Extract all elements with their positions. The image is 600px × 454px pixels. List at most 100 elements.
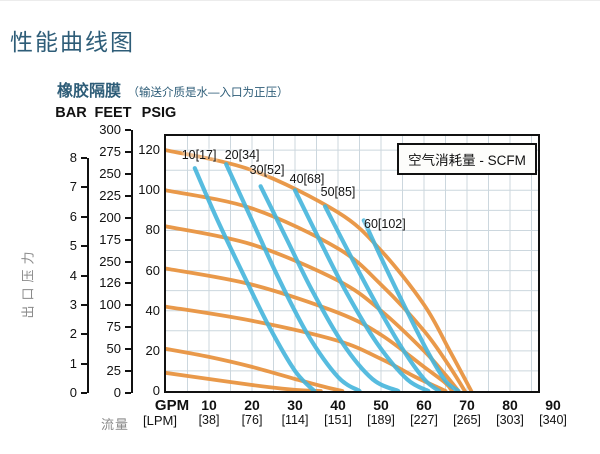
feet-tick-label: 75	[106, 319, 121, 335]
gpm-tick-label: 80	[502, 397, 518, 413]
bar-tick	[81, 392, 87, 394]
psig-tick-label: 20	[145, 342, 160, 358]
bar-tick-label: 8	[69, 150, 77, 165]
page-title: 性能曲线图	[10, 29, 135, 55]
feet-tick	[125, 348, 131, 351]
gpm-axis-header: GPM	[154, 397, 190, 414]
bar-tick	[81, 303, 87, 306]
bar-tick-label: 2	[69, 326, 77, 342]
gpm-tick-label: 20	[244, 397, 260, 413]
y-axis-label: 出口压力	[20, 246, 36, 319]
subtitle-row: 橡胶隔膜 （输送介质是水—入口为正压）	[57, 77, 288, 101]
pressure-curve	[166, 188, 467, 391]
bar-tick-label: 5	[69, 238, 77, 254]
pressure-curve	[166, 347, 345, 391]
air-curve	[258, 184, 401, 391]
bar-tick	[81, 215, 87, 218]
feet-tick-label: 126	[99, 275, 121, 291]
feet-tick-label: 300	[99, 122, 121, 137]
gpm-tick-label: 40	[330, 397, 346, 413]
feet-tick	[125, 194, 131, 197]
subtitle-note: （输送介质是水—入口为正压）	[127, 87, 289, 99]
air-curve	[192, 166, 317, 391]
lpm-tick-label: [340]	[539, 413, 567, 427]
plot-area	[164, 134, 540, 393]
feet-tick	[125, 172, 131, 175]
feet-tick-label: 50	[106, 341, 121, 357]
x-axis-label: 流量	[101, 417, 130, 432]
psig-axis-labels: 120 100 80 60 40 20 0	[130, 141, 162, 399]
bar-tick	[81, 362, 87, 365]
feet-tick	[125, 282, 131, 285]
bar-tick	[81, 274, 87, 277]
pressure-curve	[166, 304, 448, 391]
feet-axis-header: FEET	[94, 105, 132, 121]
bar-tick	[81, 245, 87, 248]
psig-tick-label: 80	[145, 222, 160, 238]
gpm-tick-label: 30	[287, 397, 303, 413]
feet-tick	[125, 129, 131, 131]
gpm-tick-label: 70	[459, 397, 475, 413]
bar-tick-label: 3	[69, 296, 77, 312]
bar-axis-header: BAR	[55, 105, 87, 121]
psig-axis-header: PSIG	[141, 105, 177, 121]
feet-tick	[125, 370, 131, 373]
gpm-tick-label: 90	[545, 397, 561, 413]
air-curve-label: 40[68]	[289, 172, 325, 187]
gpm-tick-label: 60	[416, 397, 432, 413]
psig-tick-label: 100	[138, 182, 160, 198]
feet-tick-label: 175	[99, 231, 121, 247]
gpm-tick-label: 10	[201, 397, 217, 413]
feet-tick-label: 250	[99, 165, 121, 181]
psig-tick-label: 0	[152, 383, 160, 398]
air-curve	[292, 188, 431, 391]
bar-tick-label: 4	[69, 267, 77, 283]
feet-tick-label: 25	[106, 363, 121, 379]
bar-tick	[81, 157, 87, 159]
lpm-tick-label: [227]	[410, 413, 438, 427]
air-curve	[361, 218, 461, 391]
lpm-tick-label: [303]	[496, 413, 524, 427]
feet-tick	[125, 392, 131, 394]
lpm-tick-label: [189]	[367, 413, 395, 427]
psig-tick-label: 40	[145, 302, 160, 318]
feet-tick	[125, 238, 131, 241]
feet-tick	[125, 304, 131, 307]
air-curve-label: 50[85]	[320, 185, 356, 200]
psig-tick-label: 120	[138, 142, 160, 158]
lpm-tick-label: [151]	[324, 413, 352, 427]
bar-tick-label: 1	[69, 355, 77, 371]
feet-tick-label: 275	[99, 143, 121, 159]
feet-tick-label: 200	[99, 209, 121, 225]
air-curve-label: 30[52]	[249, 163, 285, 178]
lpm-tick-label: [76]	[241, 413, 263, 427]
air-curve-label: 10[17]	[181, 147, 217, 162]
feet-line	[131, 130, 133, 393]
feet-tick-label: 100	[99, 297, 121, 313]
pressure-curve	[166, 371, 323, 391]
lpm-tick-label: [265]	[453, 413, 481, 427]
legend-box: 空气消耗量 - SCFM	[397, 143, 537, 175]
air-curve	[224, 162, 362, 391]
bar-tick-label: 0	[69, 385, 77, 400]
feet-tick-label: 225	[99, 187, 121, 203]
feet-axis-ruler: 300 275 250 225 200 175 250 126 100 75 50 25 0	[94, 121, 134, 400]
bar-axis-ruler: 8 7 6 5 4 3 2 1 0	[52, 150, 90, 400]
bar-line	[87, 158, 89, 393]
bar-tick	[81, 333, 87, 336]
psig-tick-label: 60	[145, 262, 160, 278]
feet-tick	[125, 260, 131, 263]
feet-tick	[125, 326, 131, 329]
lpm-tick-label: [114]	[281, 413, 309, 427]
gpm-tick-label: 50	[373, 397, 389, 413]
air-curve-label: 60[102]	[364, 217, 406, 232]
lpm-tick-label: [38]	[198, 413, 220, 427]
air-curve	[323, 204, 442, 391]
bar-tick-label: 7	[69, 179, 77, 195]
legend-label: 空气消耗量 - SCFM	[408, 153, 526, 168]
bar-tick	[81, 186, 87, 189]
feet-tick	[125, 150, 131, 153]
feet-tick-label: 250	[99, 253, 121, 269]
air-curve-label: 20[34]	[224, 147, 260, 162]
